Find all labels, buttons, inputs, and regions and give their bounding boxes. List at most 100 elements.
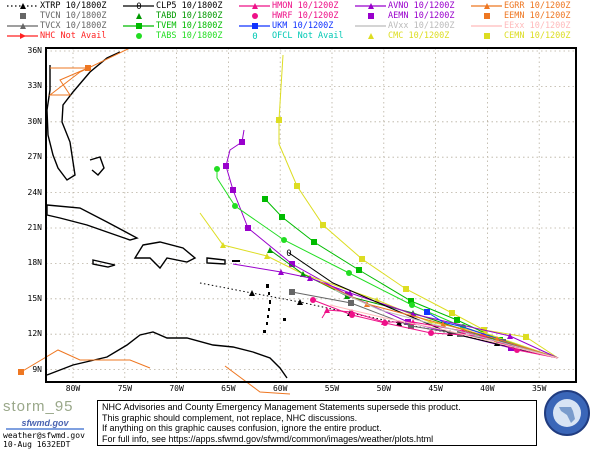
bahamas: [89, 156, 105, 176]
legend-label: HMON 10/1200Z: [272, 1, 339, 11]
lat-lon-grid: [46, 48, 576, 382]
square-marker: [223, 163, 229, 169]
puerto-rico: [206, 257, 226, 265]
contact-email[interactable]: weather@sfwmd.gov: [3, 431, 85, 440]
legend-symbol-icon: [484, 33, 490, 39]
square-marker: [484, 13, 490, 19]
legend-label: NHC Not Avail: [40, 31, 107, 41]
track-line: [321, 309, 559, 359]
circle-marker: [349, 312, 355, 318]
legend-symbol-icon: [484, 13, 490, 19]
legend-label: TVCX 10/1800Z: [40, 21, 107, 31]
zero-marker: 0: [136, 2, 141, 11]
square-marker: [294, 183, 300, 189]
track-line: [225, 129, 559, 359]
circle-marker: [214, 166, 220, 172]
disclaimer-link[interactable]: For full info, see https://apps.sfwmd.go…: [102, 433, 434, 444]
legend-symbol-icon: [368, 13, 374, 19]
square-marker: [289, 289, 295, 295]
circle-marker: [409, 302, 415, 308]
square-marker: [311, 239, 317, 245]
legend-symbol-icon: [368, 33, 374, 39]
lon-label: 65W: [221, 384, 236, 393]
lon-label: 40W: [480, 384, 495, 393]
triangle-marker: [440, 321, 446, 327]
lat-label: 36N: [27, 46, 42, 55]
legend-label: XTRP 10/1800Z: [40, 1, 107, 11]
disclaimer-line: If anything on this graphic causes confu…: [102, 423, 382, 433]
lesser-antilles: [232, 260, 286, 333]
track-line: [278, 54, 559, 359]
triangle-marker: [297, 299, 303, 305]
legend-symbol-icon: 0: [252, 32, 257, 41]
lon-label: 50W: [376, 384, 392, 393]
square-marker: [356, 267, 362, 273]
circle-marker: [346, 270, 352, 276]
triangle-marker: [484, 3, 490, 9]
legend-label: AVxx 10/1200Z: [388, 21, 455, 31]
square-marker: [449, 310, 455, 316]
square-marker: [500, 339, 506, 345]
circle-marker: [382, 320, 388, 326]
lon-label: 80W: [65, 384, 81, 393]
square-marker: [408, 298, 414, 304]
legend-label: TVCN 10/1800Z: [40, 11, 107, 21]
track-eemn: [224, 365, 291, 395]
triangle-marker: [396, 320, 402, 326]
lat-label: 21N: [27, 223, 42, 232]
square-marker: [230, 187, 236, 193]
cuba: [46, 204, 139, 241]
lon-label: 55W: [324, 384, 340, 393]
legend-symbol-icon: [20, 13, 26, 19]
legend-label: AEMN 10/1200Z: [388, 11, 455, 21]
square-marker: [403, 286, 409, 292]
legend-symbol-icon: [252, 13, 258, 19]
square-marker: [289, 261, 295, 267]
triangle-marker: [507, 333, 513, 339]
track-line: [216, 169, 559, 359]
legend-label: CLP5 10/1800Z: [156, 1, 223, 11]
lat-label: 12N: [27, 329, 42, 339]
legend-label: TVEM 10/1800Z: [156, 21, 223, 31]
track-tabs: [214, 166, 559, 359]
zero-marker: 0: [252, 32, 257, 41]
timestamp: 10-Aug 1632EDT: [3, 440, 71, 449]
legend-symbol-icon: [471, 3, 502, 9]
track-line: [224, 365, 291, 395]
square-marker: [136, 23, 142, 29]
triangle-marker: [136, 13, 142, 19]
track-line: [199, 212, 559, 359]
track-avxx: [334, 289, 559, 359]
model-tracks: 0: [18, 47, 559, 395]
square-marker: [320, 222, 326, 228]
track-line: [334, 289, 559, 359]
legend-symbol-icon: [123, 23, 154, 29]
track-eexx: [329, 304, 559, 359]
track-eemn: [48, 47, 131, 96]
us-east-coast: [46, 51, 121, 181]
lat-label: 33N: [27, 81, 42, 91]
square-marker: [20, 13, 26, 19]
lon-label: 70W: [169, 384, 184, 393]
site-logo[interactable]: sfwmd.gov: [6, 419, 84, 430]
square-marker: [18, 369, 24, 375]
square-marker: [279, 214, 285, 220]
track-line: [329, 304, 559, 359]
square-marker: [239, 139, 245, 145]
triangle-marker: [252, 3, 258, 9]
jamaica: [92, 259, 116, 268]
lat-label: 24N: [27, 187, 42, 197]
square-marker: [424, 309, 430, 315]
legend-symbol-icon: [7, 23, 38, 29]
legend-symbol-icon: [471, 25, 502, 27]
lon-label: 75W: [117, 384, 133, 393]
triangle-marker: [267, 247, 273, 253]
legend-label: CEMN 10/1200Z: [504, 31, 571, 41]
triangle-marker: [220, 242, 226, 248]
south-america-coast: [46, 331, 288, 379]
sfwmd-seal-logo: [544, 390, 590, 436]
track-clp5: 0: [286, 249, 559, 359]
circle-marker: [232, 203, 238, 209]
lon-label: 60W: [272, 384, 288, 393]
